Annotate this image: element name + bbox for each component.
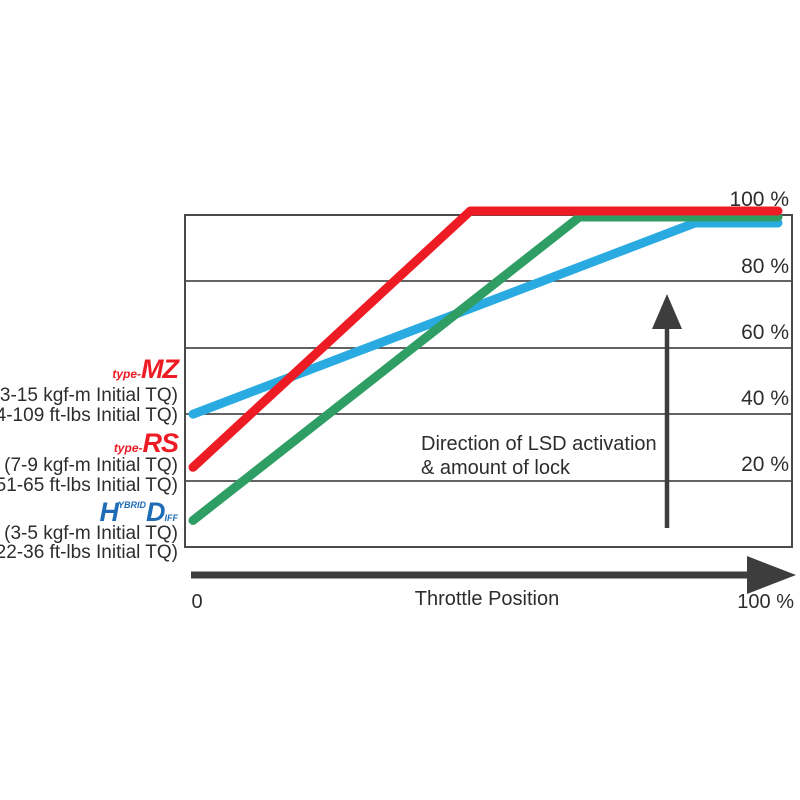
y-tick-80: 80 %: [741, 255, 789, 278]
type-rs-name: RS: [142, 428, 178, 458]
legend-hybrid-hd-logo: HYBRIDDIFF: [99, 497, 178, 527]
y-tick-20: 20 %: [741, 453, 789, 476]
y-tick-40: 40 %: [741, 387, 789, 410]
rs-torque-kgfm: (7-9 kgf-m Initial TQ): [4, 455, 178, 476]
hd-logo-d: D: [146, 497, 165, 527]
hd-logo-h: H: [99, 497, 119, 527]
mz-torque-kgfm: (13-15 kgf-m Initial TQ): [0, 385, 178, 406]
annotation-line-2: & amount of lock: [421, 457, 571, 479]
x-tick-0: 0: [191, 591, 202, 613]
y-tick-60: 60 %: [741, 321, 789, 344]
x-tick-100: 100 %: [737, 591, 794, 613]
type-mz-name: MZ: [141, 354, 180, 384]
line-type-mz: [188, 218, 783, 419]
y-tick-100: 100 %: [729, 188, 789, 211]
throttle-axis-arrow-icon: [191, 556, 796, 594]
hd-torque-ftlbs: (22-36 ft-lbs Initial TQ): [0, 542, 178, 563]
line-type-rs: [188, 206, 783, 472]
annotation-line-1: Direction of LSD activation: [421, 433, 657, 455]
line-hybrid-hd: [188, 212, 783, 525]
type-rs-prefix: type-: [114, 441, 143, 455]
mz-torque-ftlbs: (94-109 ft-lbs Initial TQ): [0, 405, 178, 426]
hd-logo-iff: IFF: [165, 513, 179, 523]
legend-type-mz-logo: type-MZ: [112, 354, 180, 384]
hd-logo-ybrid: YBRID: [118, 500, 147, 510]
direction-up-arrow-icon: [652, 294, 682, 528]
type-mz-prefix: type-: [112, 367, 141, 381]
hd-torque-kgfm: (3-5 kgf-m Initial TQ): [4, 523, 178, 544]
x-axis-title: Throttle Position: [415, 588, 560, 610]
rs-torque-ftlbs: (51-65 ft-lbs Initial TQ): [0, 475, 178, 496]
legend-type-rs-logo: type-RS: [114, 428, 179, 458]
